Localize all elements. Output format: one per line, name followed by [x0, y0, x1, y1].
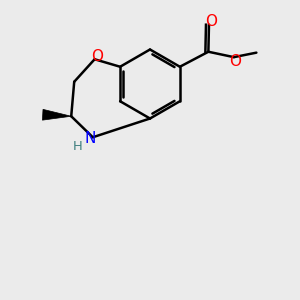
- Text: O: O: [230, 54, 242, 69]
- Text: N: N: [84, 131, 95, 146]
- Text: O: O: [206, 14, 218, 28]
- Polygon shape: [42, 110, 71, 120]
- Text: H: H: [72, 140, 82, 153]
- Text: O: O: [91, 49, 103, 64]
